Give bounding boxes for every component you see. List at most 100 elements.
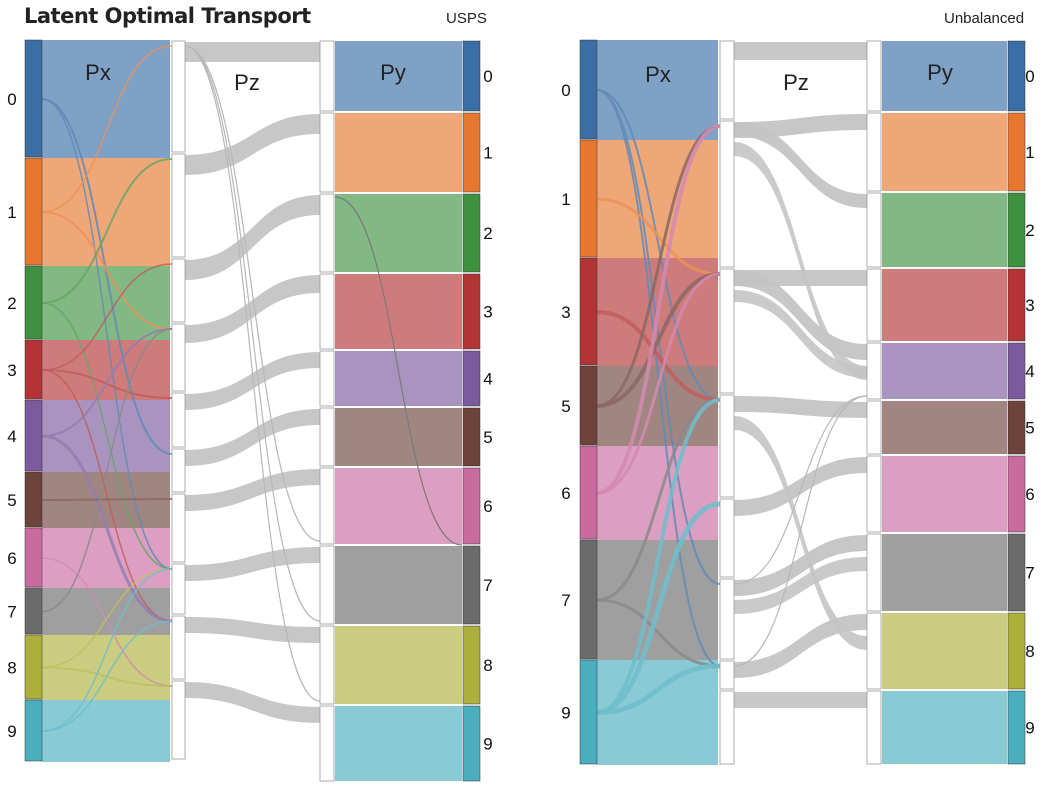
pz-py-thin-flow xyxy=(184,45,321,542)
py-node xyxy=(866,400,882,455)
pz-py-flow xyxy=(734,142,867,380)
px-cross-flow xyxy=(41,98,173,455)
source-class-label: 6 xyxy=(7,549,16,568)
target-class-bar-6 xyxy=(1007,455,1026,533)
source-class-bar-1 xyxy=(24,157,43,266)
px-band-0 xyxy=(597,40,718,140)
pz-node xyxy=(719,690,735,765)
py-band-6 xyxy=(335,468,462,544)
source-class-label: 0 xyxy=(7,90,16,109)
pz-py-thin-flow xyxy=(733,395,868,667)
pz-py-flow xyxy=(185,195,320,280)
pz-node xyxy=(719,120,735,268)
target-class-bar-7 xyxy=(462,545,481,625)
target-class-bar-0 xyxy=(462,40,481,112)
pz-label: Pz xyxy=(783,70,809,95)
py-node xyxy=(866,192,882,268)
py-band-3 xyxy=(882,269,1007,341)
node-layer: 0 1 2 3 4 5 6 7 8 9 0 1 2 3 4 5 6 7 8 9 Px Pz Py xyxy=(7,39,493,782)
source-class-bar-4 xyxy=(24,399,43,472)
source-class-label: 2 xyxy=(7,294,16,313)
source-class-bar-3 xyxy=(579,257,598,366)
pz-node xyxy=(171,448,186,493)
target-class-bar-6 xyxy=(462,467,481,545)
px-cross-flow xyxy=(41,369,173,622)
px-label: Px xyxy=(645,62,671,87)
target-class-bar-1 xyxy=(1007,112,1026,192)
source-class-bar-9 xyxy=(579,659,598,765)
py-band-9 xyxy=(882,691,1007,764)
source-class-bar-7 xyxy=(24,587,43,635)
py-band-5 xyxy=(882,401,1007,454)
target-class-label: 7 xyxy=(1025,564,1034,583)
py-thin-flow xyxy=(334,196,463,546)
px-cross-flow xyxy=(41,568,173,732)
target-class-label: 9 xyxy=(1025,719,1034,738)
target-class-bar-3 xyxy=(462,273,481,350)
source-class-bar-3 xyxy=(24,339,43,400)
pz-node xyxy=(719,268,735,394)
py-band-9 xyxy=(335,706,462,781)
source-class-label: 5 xyxy=(7,491,16,510)
px-cross-flow xyxy=(596,310,721,402)
pz-py-flow xyxy=(734,557,867,614)
py-label: Py xyxy=(380,60,406,85)
px-cross-flow xyxy=(596,272,721,408)
px-cross-flow xyxy=(41,498,173,501)
pz-py-flow xyxy=(734,535,867,596)
px-band-3 xyxy=(42,340,170,400)
source-class-bar-8 xyxy=(24,634,43,700)
px-band-4 xyxy=(42,400,170,472)
target-class-bar-9 xyxy=(462,705,481,782)
pz-py-flow xyxy=(185,469,320,511)
target-class-label: 0 xyxy=(1025,67,1034,86)
target-class-bar-8 xyxy=(1007,612,1026,690)
target-class-label: 2 xyxy=(483,224,492,243)
py-node xyxy=(319,350,335,407)
pz-node xyxy=(171,392,186,448)
target-class-label: 6 xyxy=(1025,485,1034,504)
target-class-label: 3 xyxy=(1025,296,1034,315)
source-class-bar-5 xyxy=(24,471,43,528)
py-node xyxy=(319,625,335,705)
py-band-0 xyxy=(882,41,1007,111)
pz-node xyxy=(171,493,186,563)
px-cross-flow xyxy=(596,398,721,715)
target-class-label: 5 xyxy=(483,428,492,447)
py-band-4 xyxy=(882,343,1007,399)
target-class-bar-9 xyxy=(1007,690,1026,765)
py-band-8 xyxy=(882,613,1007,689)
target-class-bar-8 xyxy=(462,625,481,705)
py-node xyxy=(319,545,335,625)
px-cross-flow xyxy=(41,620,173,732)
py-band-6 xyxy=(882,456,1007,532)
source-class-label: 1 xyxy=(561,190,570,209)
py-band-1 xyxy=(335,113,462,192)
target-class-label: 9 xyxy=(483,735,492,754)
figure-title: Latent Optimal Transport xyxy=(24,4,311,28)
px-band-1 xyxy=(42,158,170,266)
px-cross-flow xyxy=(596,89,721,401)
source-class-label: 9 xyxy=(7,722,16,741)
py-node xyxy=(319,40,335,112)
pz-node xyxy=(171,615,186,680)
target-class-bar-4 xyxy=(462,350,481,407)
py-node xyxy=(319,705,335,782)
target-class-bar-3 xyxy=(1007,268,1026,342)
pz-node xyxy=(171,40,186,153)
sankey-panel-usps: 0 1 2 3 4 5 6 7 8 9 0 1 2 3 4 5 6 7 8 9 Px Pz Py xyxy=(7,39,493,782)
py-node xyxy=(866,455,882,533)
target-class-bar-0 xyxy=(1007,40,1026,112)
py-node xyxy=(319,112,335,193)
py-node xyxy=(866,112,882,192)
py-node xyxy=(319,273,335,350)
target-class-bar-2 xyxy=(1007,192,1026,268)
source-class-label: 7 xyxy=(7,603,16,622)
source-class-label: 4 xyxy=(7,427,16,446)
source-class-bar-5 xyxy=(579,365,598,446)
py-label: Py xyxy=(927,60,953,85)
pz-node xyxy=(719,498,735,578)
target-class-label: 6 xyxy=(483,497,492,516)
px-cross-flow xyxy=(596,124,721,495)
pz-py-flow xyxy=(185,682,320,723)
